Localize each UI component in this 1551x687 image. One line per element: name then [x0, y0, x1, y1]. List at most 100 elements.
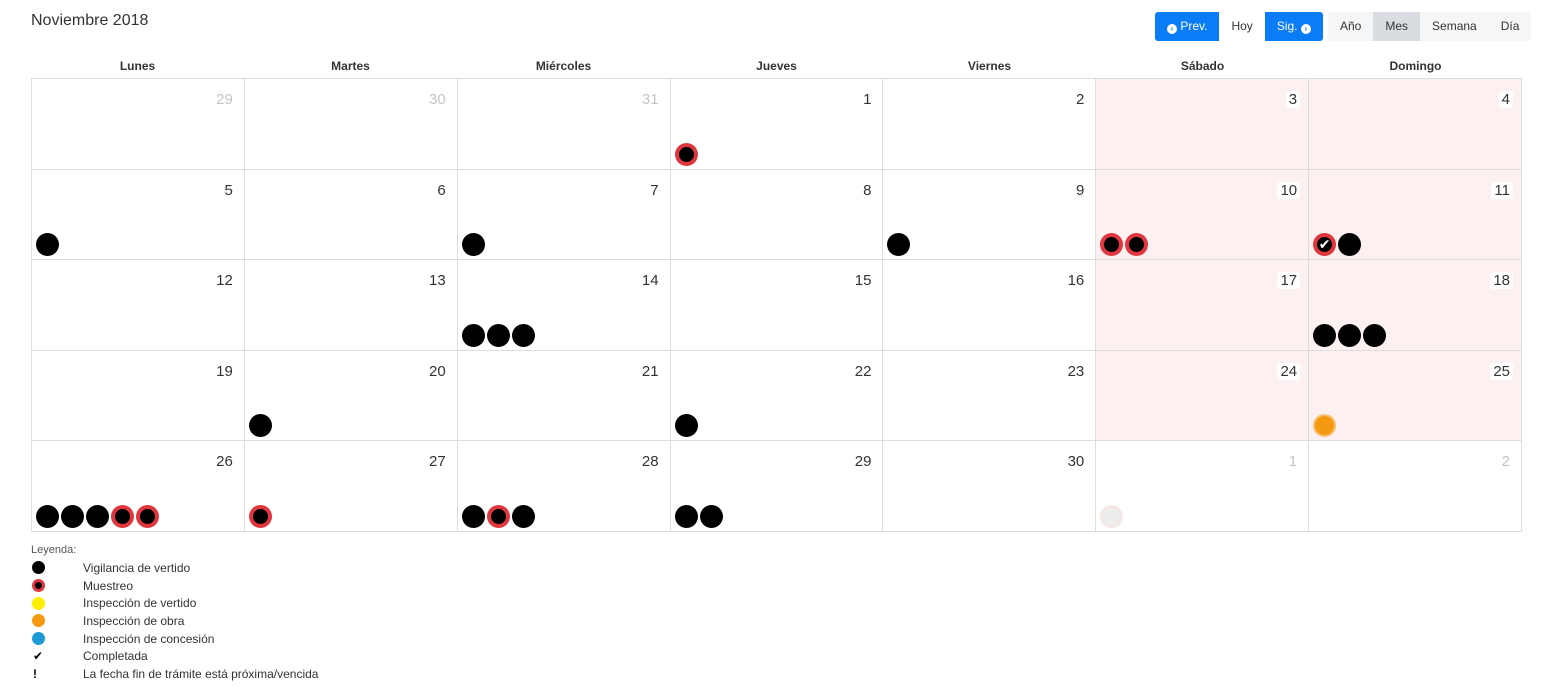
- day-number[interactable]: 5: [224, 181, 233, 199]
- day-number[interactable]: 11: [1491, 181, 1513, 199]
- vigilancia-event[interactable]: [461, 233, 485, 257]
- muestreo-event[interactable]: [1125, 233, 1149, 257]
- day-number[interactable]: 10: [1277, 181, 1301, 199]
- day-cell[interactable]: 29: [32, 79, 245, 170]
- day-number[interactable]: 31: [641, 91, 659, 108]
- vigilancia-event[interactable]: [1338, 233, 1362, 257]
- day-cell[interactable]: 15: [670, 260, 884, 351]
- day-number[interactable]: 9: [1075, 181, 1085, 199]
- vigilancia-event[interactable]: [511, 323, 535, 347]
- day-cell[interactable]: 30: [244, 79, 458, 170]
- day-cell[interactable]: 2: [883, 79, 1097, 170]
- inspeccion-obra-event[interactable]: [1313, 414, 1337, 438]
- day-cell[interactable]: 22: [670, 350, 884, 442]
- view-button-0[interactable]: Año: [1328, 12, 1374, 41]
- day-cell[interactable]: 31: [457, 79, 671, 170]
- day-number[interactable]: 28: [641, 453, 659, 471]
- day-cell[interactable]: 26: [32, 441, 245, 532]
- day-number[interactable]: 14: [641, 272, 659, 290]
- day-number[interactable]: 30: [429, 91, 446, 108]
- day-cell[interactable]: 18: [1309, 260, 1522, 351]
- vigilancia-event[interactable]: [699, 504, 723, 528]
- day-cell[interactable]: 3: [1096, 79, 1310, 170]
- muestreo-event[interactable]: [136, 504, 159, 528]
- day-number[interactable]: 29: [854, 453, 872, 471]
- day-number[interactable]: 22: [854, 362, 872, 380]
- day-number[interactable]: 19: [216, 362, 233, 380]
- muestreo-completed-event[interactable]: ✔: [1313, 233, 1337, 257]
- vigilancia-event[interactable]: [461, 323, 485, 347]
- day-cell[interactable]: 25: [1309, 350, 1522, 442]
- event-marker[interactable]: [1100, 504, 1124, 528]
- day-cell[interactable]: 2: [1309, 441, 1522, 532]
- day-number[interactable]: 2: [1075, 91, 1085, 108]
- vigilancia-event[interactable]: [248, 414, 272, 438]
- muestreo-event[interactable]: [674, 142, 698, 166]
- day-cell[interactable]: 23: [883, 350, 1097, 442]
- day-number[interactable]: 30: [1067, 453, 1085, 471]
- vigilancia-event[interactable]: [36, 504, 59, 528]
- view-button-2[interactable]: Semana: [1420, 12, 1489, 41]
- vigilancia-event[interactable]: [1338, 323, 1362, 347]
- day-number[interactable]: 15: [854, 272, 872, 290]
- day-cell[interactable]: 4: [1309, 79, 1522, 170]
- day-number[interactable]: 6: [437, 181, 446, 199]
- vigilancia-event[interactable]: [61, 504, 84, 528]
- vigilancia-event[interactable]: [1363, 323, 1387, 347]
- day-cell[interactable]: 1: [1096, 441, 1310, 532]
- day-cell[interactable]: 14: [457, 260, 671, 351]
- day-number[interactable]: 18: [1490, 272, 1513, 290]
- vigilancia-event[interactable]: [36, 233, 59, 257]
- day-cell[interactable]: 8: [670, 169, 884, 261]
- day-number[interactable]: 4: [1498, 91, 1513, 108]
- day-number[interactable]: 8: [863, 181, 872, 199]
- day-cell[interactable]: 11 ✔: [1309, 169, 1522, 261]
- day-number[interactable]: 16: [1067, 272, 1085, 290]
- day-number[interactable]: 1: [1288, 453, 1298, 471]
- next-button[interactable]: Sig. ›: [1264, 12, 1323, 41]
- day-number[interactable]: 23: [1067, 362, 1085, 380]
- today-button[interactable]: Hoy: [1219, 12, 1265, 41]
- day-number[interactable]: 26: [216, 453, 233, 471]
- day-number[interactable]: 21: [641, 362, 659, 380]
- prev-button[interactable]: ‹ Prev.: [1155, 12, 1220, 41]
- day-number[interactable]: 27: [429, 453, 446, 471]
- day-number[interactable]: 20: [429, 362, 446, 380]
- muestreo-event[interactable]: [111, 504, 134, 528]
- vigilancia-event[interactable]: [511, 504, 535, 528]
- day-cell[interactable]: 6: [244, 169, 458, 261]
- day-number[interactable]: 13: [429, 272, 446, 290]
- day-number[interactable]: 12: [216, 272, 233, 290]
- day-number[interactable]: 29: [216, 91, 233, 108]
- day-cell[interactable]: 28: [457, 441, 671, 532]
- muestreo-event[interactable]: [486, 504, 510, 528]
- day-cell[interactable]: 19: [32, 350, 245, 442]
- day-cell[interactable]: 1: [670, 79, 884, 170]
- vigilancia-event[interactable]: [674, 414, 698, 438]
- view-button-3[interactable]: Día: [1488, 12, 1532, 41]
- day-number[interactable]: 3: [1285, 91, 1301, 108]
- vigilancia-event[interactable]: [86, 504, 109, 528]
- vigilancia-event[interactable]: [461, 504, 485, 528]
- day-cell[interactable]: 7: [457, 169, 671, 261]
- vigilancia-event[interactable]: [887, 233, 911, 257]
- vigilancia-event[interactable]: [674, 504, 698, 528]
- vigilancia-event[interactable]: [1313, 323, 1337, 347]
- day-cell[interactable]: 5: [32, 169, 245, 261]
- muestreo-event[interactable]: [248, 504, 272, 528]
- day-cell[interactable]: 17: [1096, 260, 1310, 351]
- day-cell[interactable]: 13: [244, 260, 458, 351]
- day-cell[interactable]: 21: [457, 350, 671, 442]
- day-number[interactable]: 7: [650, 181, 659, 199]
- view-button-1[interactable]: Mes: [1373, 12, 1421, 41]
- muestreo-event[interactable]: [1100, 233, 1124, 257]
- day-cell[interactable]: 10: [1096, 169, 1310, 261]
- day-cell[interactable]: 27: [244, 441, 458, 532]
- day-number[interactable]: 1: [863, 91, 872, 108]
- day-number[interactable]: 2: [1501, 453, 1510, 471]
- day-cell[interactable]: 12: [32, 260, 245, 351]
- vigilancia-event[interactable]: [486, 323, 510, 347]
- day-cell[interactable]: 9: [883, 169, 1097, 261]
- day-cell[interactable]: 24: [1096, 350, 1310, 442]
- day-cell[interactable]: 30: [883, 441, 1097, 532]
